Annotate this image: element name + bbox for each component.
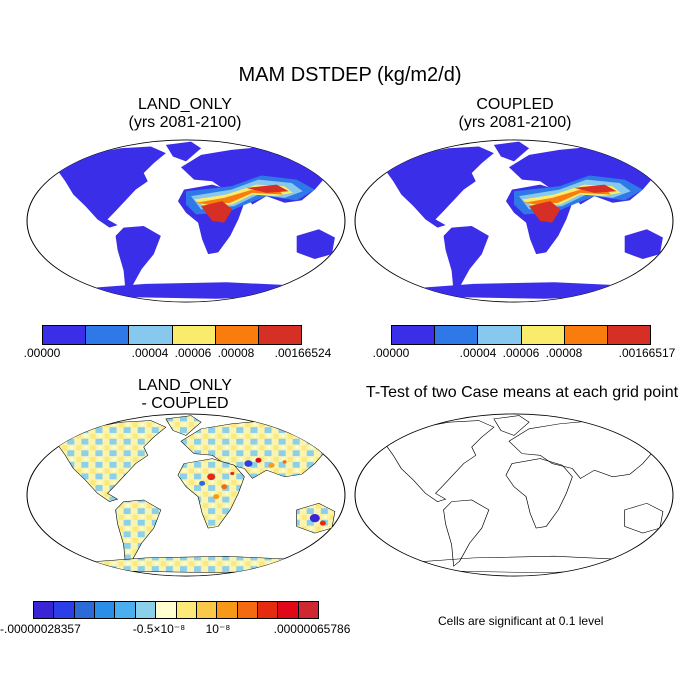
map-land-only <box>26 139 346 303</box>
colorbar-swatch <box>237 602 258 618</box>
map-coupled <box>354 139 674 303</box>
colorbar-swatch <box>95 602 116 618</box>
panel-title-difference: LAND_ONLY - COUPLED <box>25 377 345 413</box>
panel-title-line2: - COUPLED <box>141 395 229 412</box>
colorbar-swatch <box>258 326 302 344</box>
colorbar-swatch <box>298 602 319 618</box>
colorbar-tick-label: .00166517 <box>618 346 676 360</box>
figure-title: MAM DSTDEP (kg/m2/d) <box>238 64 462 86</box>
colorbar-swatch <box>521 326 565 344</box>
colorbar-tick-label: .00004 <box>131 346 169 360</box>
colorbar-tick-label: .00008 <box>217 346 255 360</box>
colorbar-swatch <box>43 326 87 344</box>
map-difference <box>26 413 346 577</box>
colorbar-swatch <box>217 602 238 618</box>
colorbar-swatch <box>215 326 259 344</box>
colorbar-tick-label: .00006 <box>174 346 212 360</box>
colorbar-coupled <box>391 325 651 345</box>
colorbar-tick-label: .00006 <box>502 346 540 360</box>
colorbar-tick-label: .00004 <box>459 346 497 360</box>
colorbar-swatch <box>135 602 157 618</box>
colorbar-swatch <box>172 326 216 344</box>
panel-title-line2: (yrs 2081-2100) <box>128 114 242 131</box>
panel-title-line1: LAND_ONLY <box>138 96 232 113</box>
panel-title-line1: COUPLED <box>476 96 554 113</box>
colorbar-tick-label: -.00000028357 <box>0 622 81 636</box>
colorbar-tick-label: .00008 <box>545 346 583 360</box>
colorbar-swatch <box>156 602 177 618</box>
colorbar-swatch <box>196 602 218 618</box>
colorbar-swatch <box>607 326 651 344</box>
colorbar-swatch <box>392 326 436 344</box>
panel-title-coupled: COUPLED (yrs 2081-2100) <box>355 96 675 132</box>
panel-title-line1: T-Test of two Case means at each grid po… <box>365 384 679 401</box>
colorbar-swatch <box>54 602 75 618</box>
panel-title-line1: LAND_ONLY <box>138 377 232 394</box>
colorbar-tick-label: .00166524 <box>274 346 332 360</box>
panel-title-land-only: LAND_ONLY (yrs 2081-2100) <box>25 96 345 132</box>
significance-note: Cells are significant at 0.1 level <box>438 614 604 628</box>
colorbar-swatch <box>86 326 130 344</box>
colorbar-difference <box>33 601 319 619</box>
panel-title-ttest: T-Test of two Case means at each grid po… <box>352 384 692 402</box>
colorbar-swatch <box>129 326 173 344</box>
colorbar-swatch <box>478 326 522 344</box>
colorbar-swatch <box>74 602 96 618</box>
colorbar-tick-label: -0.5×10⁻⁸ <box>132 622 186 636</box>
colorbar-tick-label: .00000 <box>372 346 410 360</box>
colorbar-swatch <box>257 602 279 618</box>
colorbar-swatch <box>176 602 197 618</box>
colorbar-tick-label: 10⁻⁸ <box>205 622 231 636</box>
colorbar-swatch <box>278 602 299 618</box>
colorbar-swatch <box>435 326 479 344</box>
colorbar-land-only <box>42 325 302 345</box>
panel-title-line2: (yrs 2081-2100) <box>458 114 572 131</box>
map-ttest <box>354 413 674 577</box>
colorbar-tick-label: .00000 <box>23 346 61 360</box>
colorbar-swatch <box>564 326 608 344</box>
colorbar-swatch <box>34 602 55 618</box>
colorbar-tick-label: .00000065786 <box>273 622 351 636</box>
colorbar-swatch <box>115 602 136 618</box>
